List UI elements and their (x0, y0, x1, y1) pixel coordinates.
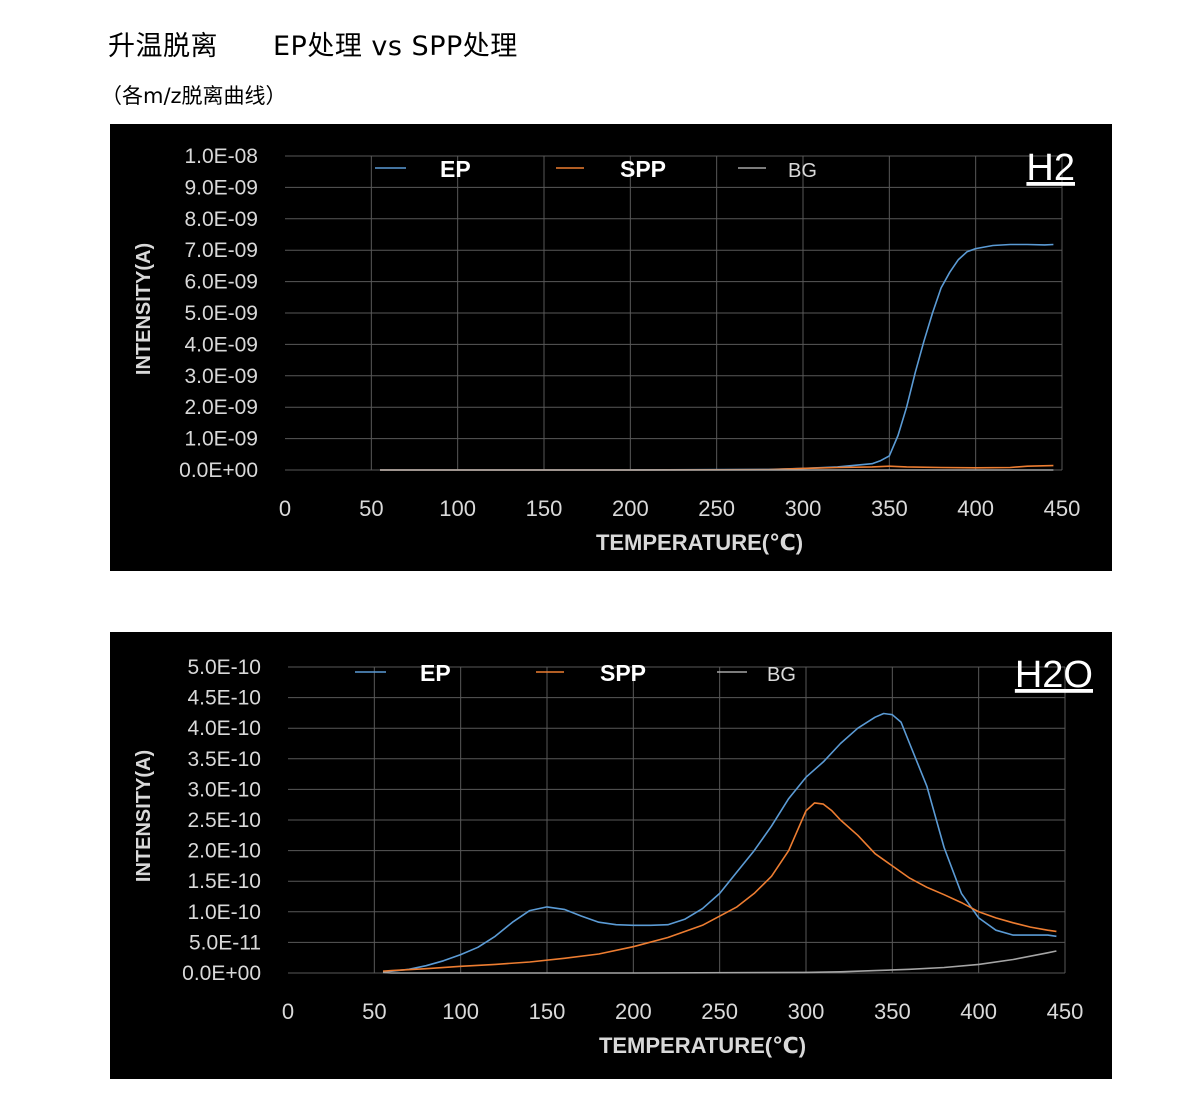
y-tick-label: 9.0E-09 (184, 176, 258, 199)
y-tick-label: 1.0E-10 (187, 901, 261, 924)
x-tick-label: 350 (871, 496, 908, 521)
y-tick-label: 8.0E-09 (184, 208, 258, 231)
y-axis-title: INTENSITY(A) (133, 750, 155, 882)
x-tick-label: 150 (526, 496, 563, 521)
y-tick-label: 3.0E-09 (184, 365, 258, 388)
series-line-bg (382, 950, 1057, 974)
page-subtitle: （各m/z脱离曲线） (101, 84, 287, 108)
x-tick-label: 150 (529, 999, 566, 1024)
x-tick-label: 400 (957, 496, 994, 521)
legend-label-ep: EP (440, 156, 471, 182)
legend-label-ep: EP (420, 660, 451, 686)
h2o-chart: 0 50 100 150 200 250 300 350 400 450 0.0E+00 5.0E-1… (133, 654, 1093, 1058)
x-tick-label: 0 (282, 999, 294, 1024)
x-tick-label: 200 (612, 496, 649, 521)
y-tick-label: 3.5E-10 (187, 748, 261, 771)
y-tick-label: 5.0E-10 (187, 656, 261, 679)
chart-title: H2 (1026, 147, 1075, 189)
y-tick-label: 6.0E-09 (184, 271, 258, 294)
x-tick-label: 300 (788, 999, 825, 1024)
h2-chart-panel: 0 50 100 150 200 250 300 350 400 450 0.0E+00 1.0E-0… (110, 124, 1112, 571)
x-tick-label: 350 (874, 999, 911, 1024)
y-tick-label: 1.5E-10 (187, 870, 261, 893)
y-tick-label: 4.0E-10 (187, 717, 261, 740)
x-tick-label: 200 (615, 999, 652, 1024)
page-title: 升温脱离 EP处理 vs SPP处理 (108, 31, 518, 62)
x-tick-label: 450 (1044, 496, 1081, 521)
chart-title: H2O (1015, 654, 1093, 696)
x-tick-label: 50 (359, 496, 383, 521)
y-tick-label: 7.0E-09 (184, 239, 258, 262)
series-line-spp (382, 802, 1057, 972)
x-tick-label: 100 (442, 999, 479, 1024)
y-tick-label: 3.0E-10 (187, 778, 261, 801)
y-tick-label: 4.0E-09 (184, 333, 258, 356)
h2-chart: 0 50 100 150 200 250 300 350 400 450 0.0E+00 1.0E-0… (133, 145, 1081, 555)
x-axis-title: TEMPERATURE(℃) (599, 1033, 806, 1058)
y-tick-label: 4.5E-10 (187, 687, 261, 710)
y-tick-label: 1.0E-09 (184, 428, 258, 451)
x-tick-label: 50 (362, 999, 386, 1024)
y-tick-label: 0.0E+00 (179, 459, 258, 482)
y-tick-label: 0.0E+00 (182, 962, 261, 985)
x-axis-title: TEMPERATURE(℃) (596, 530, 803, 555)
y-tick-label: 5.0E-09 (184, 302, 258, 325)
h2o-chart-panel: 0 50 100 150 200 250 300 350 400 450 0.0E+00 5.0E-1… (110, 632, 1112, 1079)
series-line-ep (382, 712, 1057, 973)
legend-label-bg: BG (767, 664, 796, 686)
x-tick-label: 300 (785, 496, 822, 521)
y-tick-label: 1.0E-08 (184, 145, 258, 168)
x-tick-label: 250 (698, 496, 735, 521)
x-tick-label: 450 (1047, 999, 1084, 1024)
y-tick-label: 2.0E-09 (184, 396, 258, 419)
legend-label-spp: SPP (600, 660, 646, 686)
legend-label-spp: SPP (620, 156, 666, 182)
y-tick-label: 2.5E-10 (187, 809, 261, 832)
x-tick-label: 250 (701, 999, 738, 1024)
legend-label-bg: BG (788, 160, 817, 182)
y-tick-label: 5.0E-11 (189, 931, 261, 954)
y-axis-title: INTENSITY(A) (133, 243, 155, 375)
y-tick-label: 2.0E-10 (187, 840, 261, 863)
x-tick-label: 400 (960, 999, 997, 1024)
x-tick-label: 100 (439, 496, 476, 521)
x-tick-label: 0 (279, 496, 291, 521)
